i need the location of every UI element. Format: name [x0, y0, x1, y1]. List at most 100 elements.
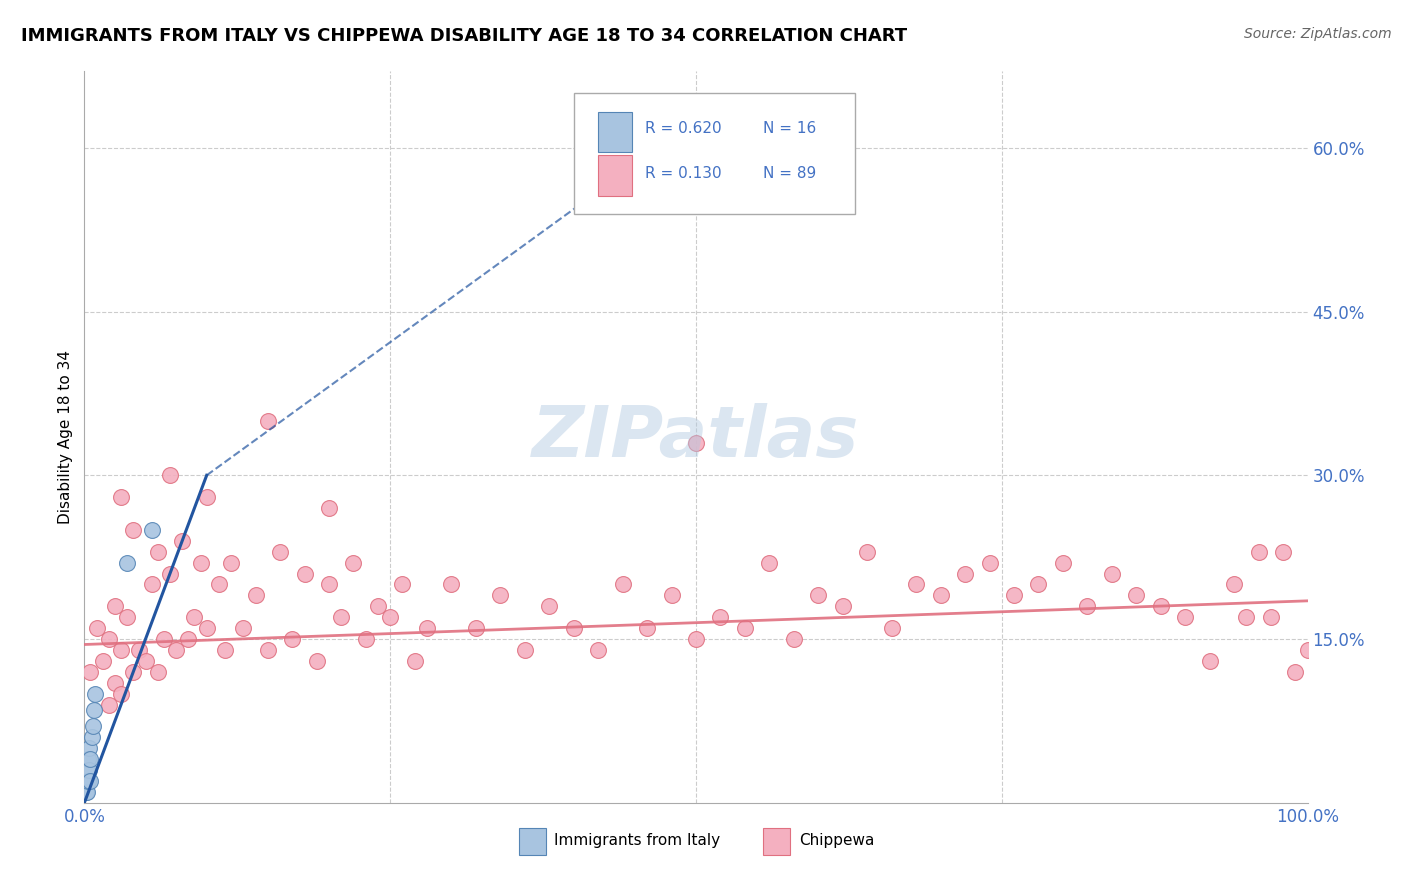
Point	[86, 621, 108, 635]
Point	[318, 577, 340, 591]
Text: Source: ZipAtlas.com: Source: ZipAtlas.com	[1244, 27, 1392, 41]
Point	[208, 577, 231, 591]
Point	[1002, 588, 1025, 602]
Point	[294, 566, 316, 581]
Point	[75, 774, 97, 789]
Text: R = 0.620: R = 0.620	[644, 121, 721, 136]
Text: ZIPatlas: ZIPatlas	[533, 402, 859, 472]
Point	[880, 621, 903, 635]
Point	[929, 588, 952, 602]
Point	[281, 632, 304, 646]
Point	[979, 556, 1001, 570]
Point	[183, 610, 205, 624]
Point	[354, 632, 377, 646]
Point	[612, 577, 634, 591]
Point	[104, 599, 127, 614]
Point	[831, 599, 853, 614]
Point	[513, 643, 536, 657]
Point	[391, 577, 413, 591]
Point	[80, 731, 103, 745]
Point	[232, 621, 254, 635]
Point	[330, 610, 353, 624]
Text: IMMIGRANTS FROM ITALY VS CHIPPEWA DISABILITY AGE 18 TO 34 CORRELATION CHART: IMMIGRANTS FROM ITALY VS CHIPPEWA DISABI…	[21, 27, 907, 45]
Point	[1052, 556, 1074, 570]
Point	[214, 643, 236, 657]
Point	[97, 632, 120, 646]
Point	[177, 632, 200, 646]
Point	[538, 599, 561, 614]
Point	[165, 643, 187, 657]
Point	[1101, 566, 1123, 581]
Point	[146, 665, 169, 679]
Text: Chippewa: Chippewa	[799, 833, 875, 848]
Point	[84, 687, 107, 701]
Point	[661, 588, 683, 602]
Point	[440, 577, 463, 591]
Point	[141, 523, 163, 537]
Point	[141, 577, 163, 591]
Point	[110, 687, 132, 701]
Bar	[763, 828, 790, 855]
Point	[953, 566, 976, 581]
Point	[1296, 643, 1319, 657]
Point	[245, 588, 267, 602]
Point	[404, 654, 426, 668]
Point	[1174, 610, 1197, 624]
Point	[416, 621, 439, 635]
Point	[76, 785, 98, 799]
Point	[489, 588, 512, 602]
Point	[153, 632, 176, 646]
Point	[135, 654, 157, 668]
Bar	[519, 828, 546, 855]
Point	[195, 621, 218, 635]
Point	[257, 643, 280, 657]
Point	[122, 523, 145, 537]
Point	[219, 556, 242, 570]
Point	[586, 643, 609, 657]
Point	[1076, 599, 1098, 614]
Point	[562, 621, 585, 635]
Point	[76, 763, 98, 777]
Point	[122, 665, 145, 679]
Point	[91, 654, 114, 668]
Point	[636, 621, 658, 635]
Point	[856, 545, 879, 559]
Point	[159, 566, 181, 581]
Point	[685, 435, 707, 450]
Y-axis label: Disability Age 18 to 34: Disability Age 18 to 34	[58, 350, 73, 524]
Point	[257, 414, 280, 428]
Point	[79, 665, 101, 679]
Point	[1272, 545, 1295, 559]
Point	[77, 752, 100, 766]
Point	[115, 610, 138, 624]
Point	[1198, 654, 1220, 668]
Point	[807, 588, 830, 602]
Point	[79, 752, 101, 766]
Point	[1236, 610, 1258, 624]
Point	[104, 675, 127, 690]
Point	[115, 556, 138, 570]
Point	[77, 774, 100, 789]
Point	[77, 741, 100, 756]
Text: N = 16: N = 16	[763, 121, 817, 136]
Point	[75, 785, 97, 799]
Point	[172, 533, 194, 548]
Point	[83, 703, 105, 717]
Point	[77, 763, 100, 777]
Point	[367, 599, 389, 614]
Point	[79, 774, 101, 789]
Point	[110, 643, 132, 657]
Point	[195, 490, 218, 504]
Point	[97, 698, 120, 712]
Point	[1284, 665, 1306, 679]
Text: R = 0.130: R = 0.130	[644, 166, 721, 181]
Point	[128, 643, 150, 657]
Point	[305, 654, 328, 668]
Point	[380, 610, 402, 624]
Bar	[598, 155, 633, 195]
Point	[146, 545, 169, 559]
Point	[464, 621, 486, 635]
Point	[709, 610, 731, 624]
Point	[159, 468, 181, 483]
Point	[783, 632, 806, 646]
